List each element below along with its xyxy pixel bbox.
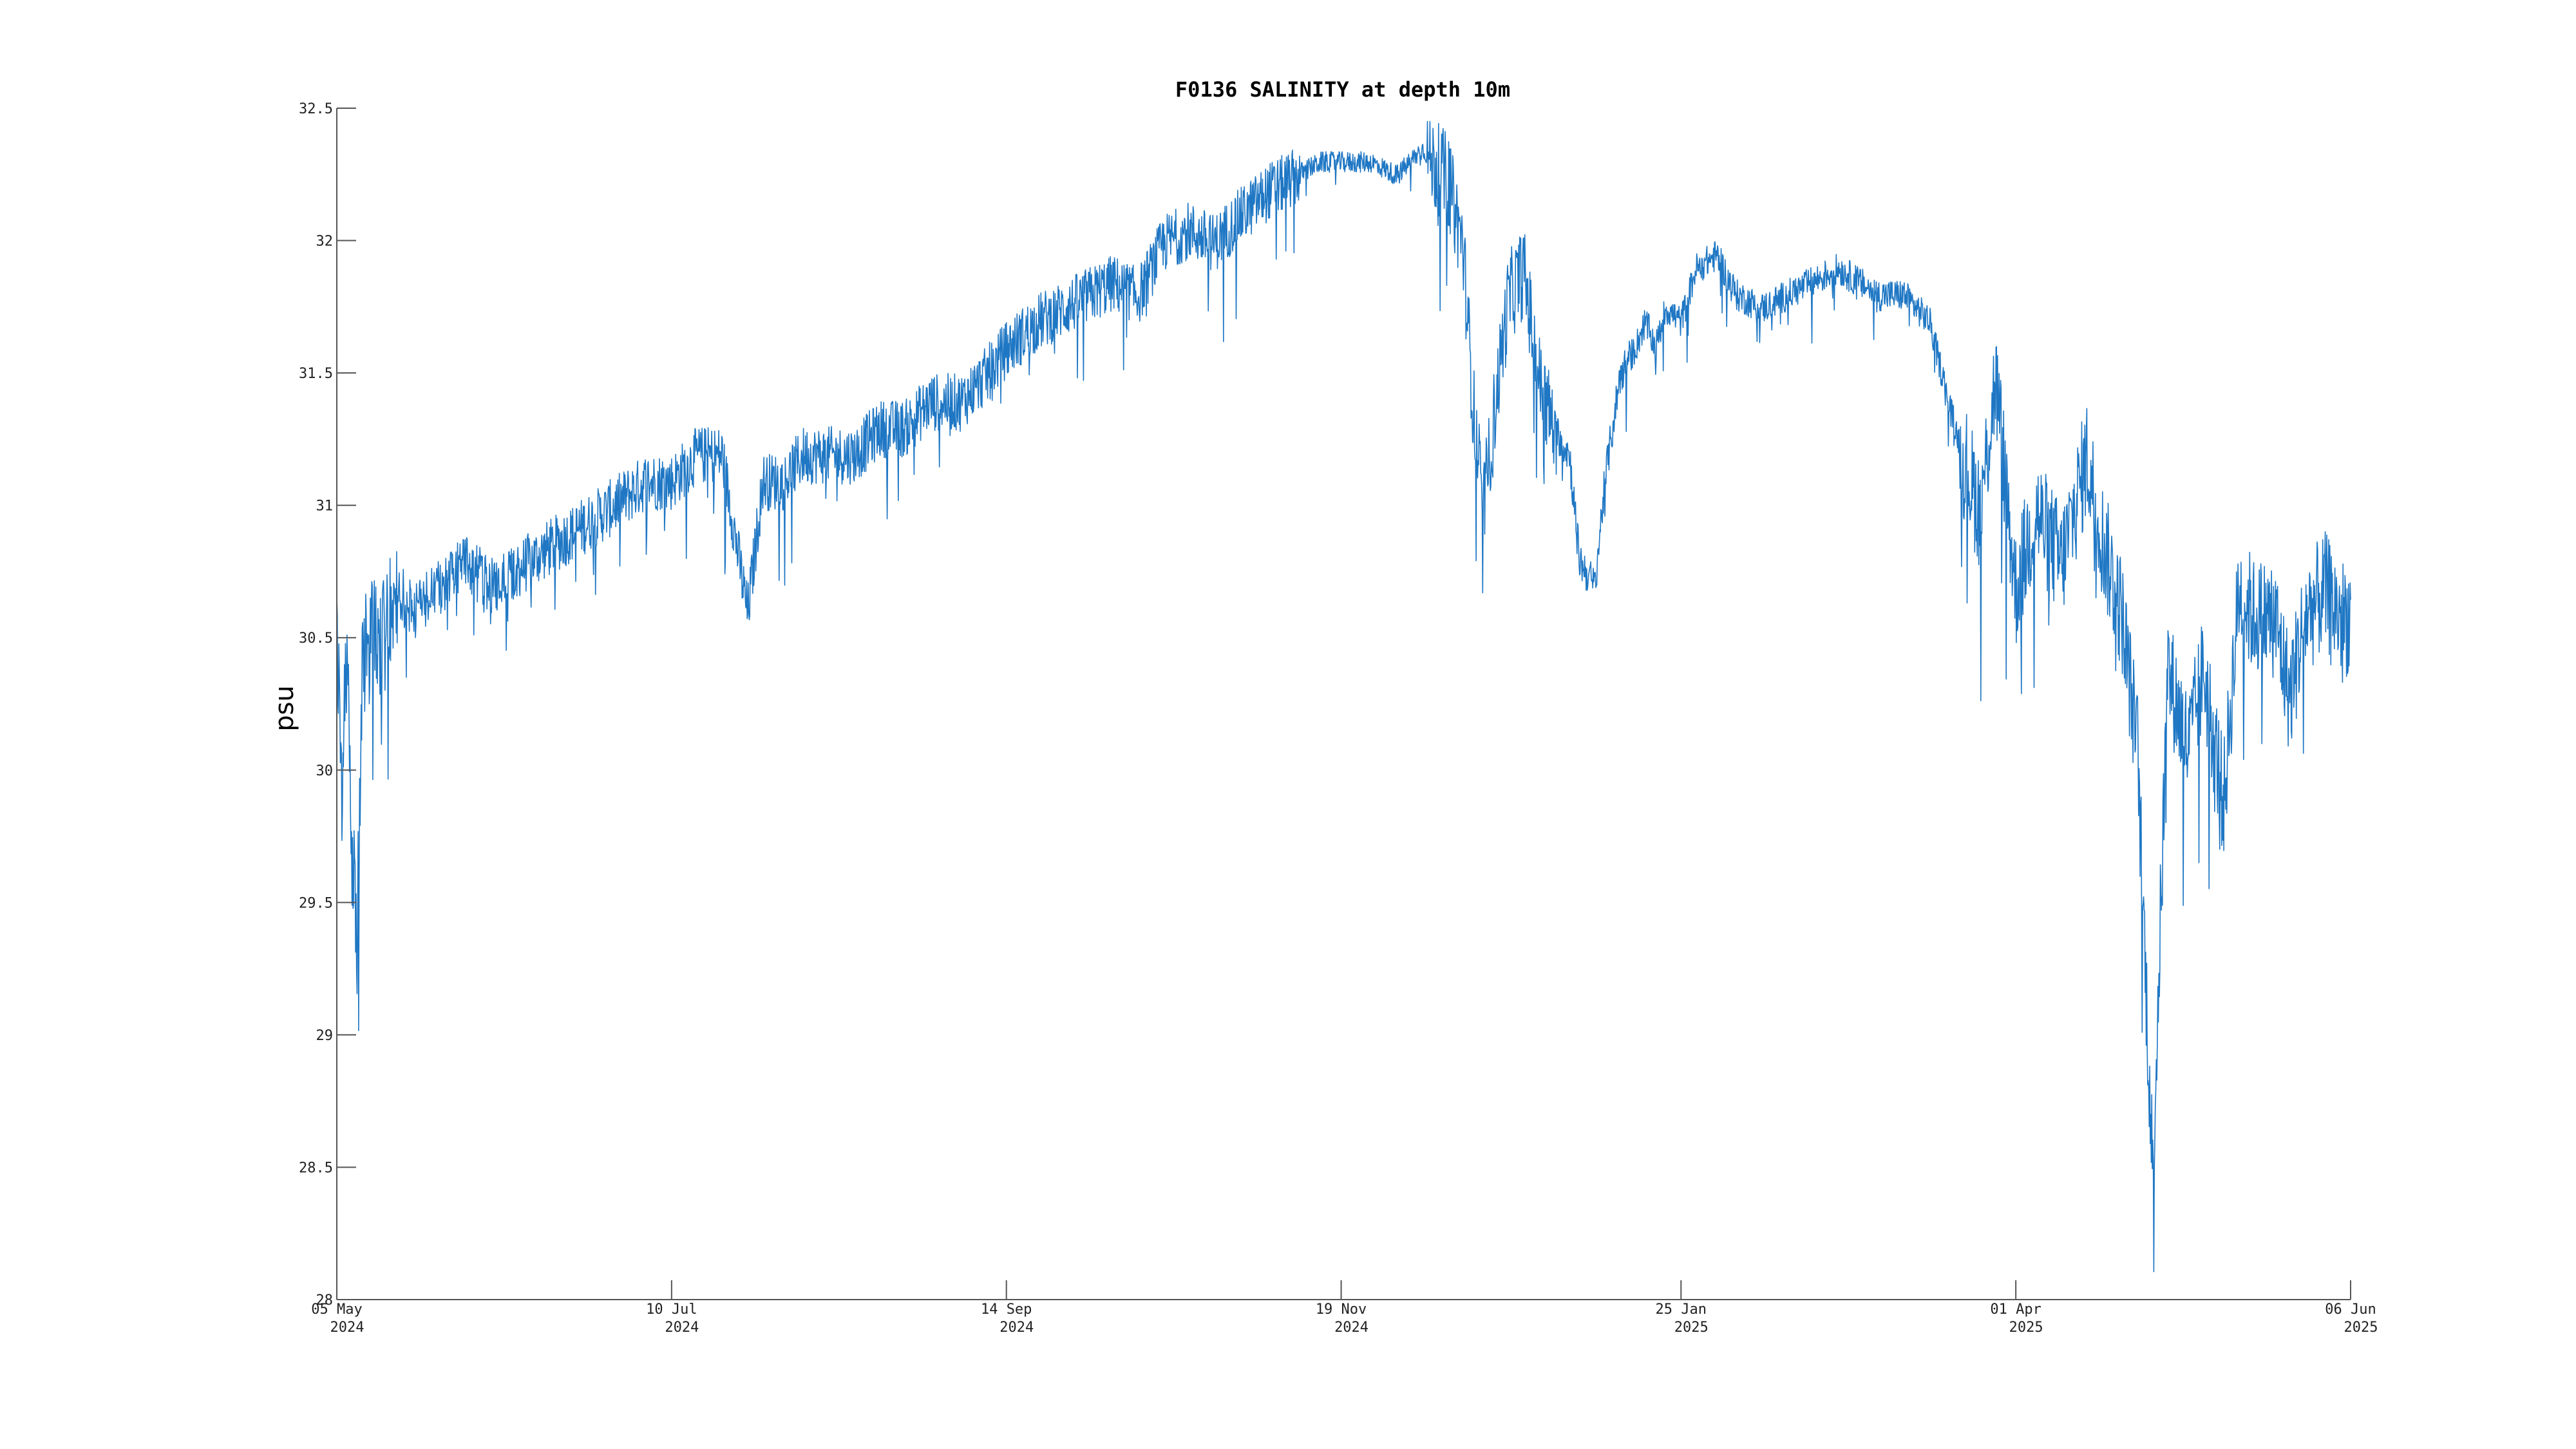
x-tick-year-label: 2025 <box>2344 1320 2378 1336</box>
x-tick-year-label: 2024 <box>999 1320 1034 1336</box>
x-tick-year-label: 2025 <box>2009 1320 2043 1336</box>
plot-area: 28 28.5 29 29.5 30 30.5 31 31.5 32 32.5 05 May 2024… <box>299 101 2378 1336</box>
y-tick-label: 31.5 <box>299 366 333 382</box>
x-tick-label: 19 Nov <box>1316 1302 1367 1318</box>
y-tick-label: 29 <box>316 1028 334 1044</box>
chart-title: F0136 SALINITY at depth 10m <box>1175 77 1510 102</box>
x-tick-year-label: 2024 <box>1334 1320 1368 1336</box>
x-tick-label: 05 May <box>311 1302 362 1318</box>
x-tick-year-label: 2024 <box>665 1320 699 1336</box>
y-tick-label: 28.5 <box>299 1160 333 1176</box>
y-tick-label: 28 <box>316 1293 334 1309</box>
y-tick-label: 30 <box>316 763 334 779</box>
x-tick-label: 25 Jan <box>1656 1302 1707 1318</box>
data-layer <box>336 120 2351 1273</box>
y-tick-label: 32 <box>316 234 334 250</box>
x-tick-label: 14 Sep <box>981 1302 1032 1318</box>
y-axis-label: psu <box>270 685 299 732</box>
axes-layer: 28 28.5 29 29.5 30 30.5 31 31.5 32 32.5 05 May 2024… <box>299 101 2378 1336</box>
x-tick-label: 01 Apr <box>1990 1302 2041 1318</box>
y-tick-label: 32.5 <box>299 101 333 117</box>
x-tick-label: 06 Jun <box>2325 1302 2376 1318</box>
y-tick-label: 31 <box>316 498 334 515</box>
x-tick-year-label: 2025 <box>1674 1320 1709 1336</box>
salinity-series-line <box>336 120 2351 1273</box>
x-tick-year-label: 2024 <box>330 1320 365 1336</box>
y-tick-label: 30.5 <box>299 630 333 647</box>
y-tick-label: 29.5 <box>299 895 333 911</box>
x-tick-label: 10 Jul <box>646 1302 697 1318</box>
